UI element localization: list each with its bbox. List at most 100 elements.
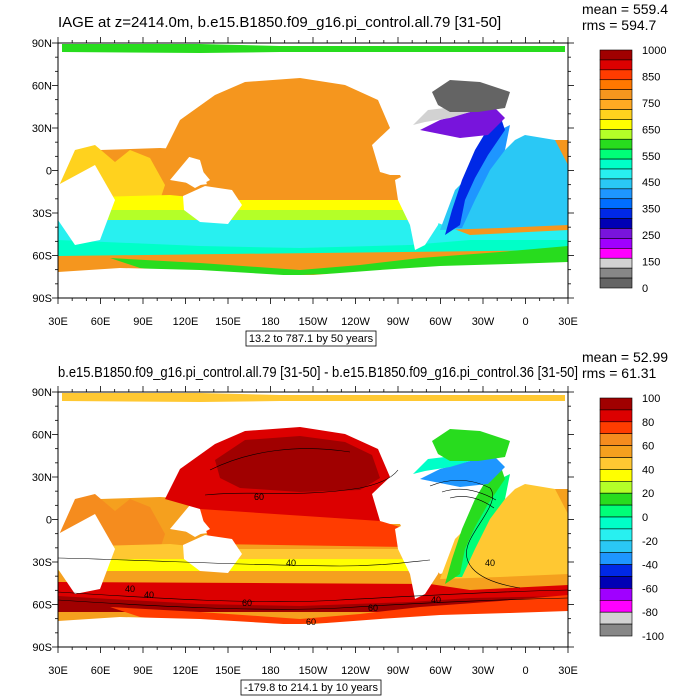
x-axis-tick-labels: 30E 60E 90E 120E 150E 180 150W 120W 90W … bbox=[48, 665, 578, 677]
ocean-southern-deep bbox=[58, 240, 568, 256]
colorbar-box bbox=[599, 257, 633, 269]
land-south-america bbox=[395, 170, 445, 250]
ocean-labrador bbox=[413, 457, 470, 474]
colorbar-label: 80 bbox=[642, 417, 654, 429]
colorbar-box bbox=[599, 528, 633, 542]
contour-labels: 60 40 40 40 40 60 60 60 40 bbox=[125, 492, 495, 627]
colorbar-label: 40 bbox=[642, 464, 654, 476]
chart-title: b.e15.B1850.f09_g16.pi_control.all.79 [3… bbox=[58, 364, 578, 381]
x-tick-label: 30E bbox=[48, 316, 68, 328]
colorbar-label: 550 bbox=[642, 151, 660, 163]
colorbar-label: -80 bbox=[642, 607, 658, 619]
colorbar-box bbox=[599, 168, 633, 180]
y-tick-label: 90N bbox=[32, 387, 52, 399]
colorbar-label: 20 bbox=[642, 488, 654, 500]
colorbar-box bbox=[599, 480, 633, 494]
x-tick-label: 180 bbox=[261, 665, 279, 677]
colorbar-box bbox=[599, 198, 633, 209]
y-tick-label: 30N bbox=[32, 472, 52, 484]
colorbar-box bbox=[599, 178, 633, 190]
ocean-nordic-seas bbox=[432, 80, 510, 112]
ocean-atlantic-north bbox=[420, 108, 505, 138]
y-tick-label: 60S bbox=[32, 251, 52, 263]
stat-rms: rms = 594.7 bbox=[582, 17, 657, 33]
colorbar-box bbox=[599, 599, 633, 613]
colorbar-box bbox=[599, 158, 633, 170]
stat-mean: mean = 52.99 bbox=[582, 349, 668, 365]
colorbar-box bbox=[599, 397, 633, 411]
colorbar-box bbox=[599, 457, 633, 470]
colorbar-box bbox=[599, 576, 633, 589]
ocean-atlantic-tropical bbox=[445, 115, 505, 235]
x-tick-label: 150W bbox=[299, 665, 328, 677]
ocean-arctic bbox=[62, 393, 565, 402]
ocean-south-band-2 bbox=[58, 559, 430, 571]
land-indonesia bbox=[175, 517, 210, 537]
contour-label: 60 bbox=[242, 598, 252, 608]
colorbar-box bbox=[599, 49, 633, 61]
y-tick-label: 30S bbox=[32, 208, 52, 220]
land-africa bbox=[58, 165, 115, 245]
ocean-pacific-north-core bbox=[215, 436, 380, 492]
colorbar-box bbox=[599, 119, 633, 130]
colorbar-box bbox=[599, 69, 633, 81]
map-area bbox=[58, 43, 568, 298]
colorbar-label: 0 bbox=[642, 283, 648, 295]
colorbar-box bbox=[599, 492, 633, 506]
colorbar-box bbox=[599, 540, 633, 553]
colorbar-box bbox=[599, 218, 633, 229]
contour-label: 60 bbox=[306, 617, 316, 627]
colorbar-box bbox=[599, 109, 633, 120]
ocean-atlantic-north bbox=[420, 457, 505, 487]
colorbar-label: 1000 bbox=[642, 45, 666, 57]
x-tick-label: 60E bbox=[91, 316, 111, 328]
colorbar-box bbox=[599, 228, 633, 239]
x-tick-label: 30E bbox=[558, 665, 578, 677]
colorbar-box bbox=[599, 59, 633, 71]
x-tick-label: 30E bbox=[558, 316, 578, 328]
x-tick-label: 120W bbox=[341, 316, 370, 328]
colorbar-box bbox=[599, 138, 633, 150]
ocean-pacific-equatorial bbox=[200, 509, 410, 547]
y-tick-label: 30N bbox=[32, 123, 52, 135]
ocean-pacific-equatorial bbox=[200, 160, 410, 198]
y-tick-label: 90S bbox=[32, 642, 52, 654]
colorbar-box bbox=[599, 421, 633, 434]
colorbar-box bbox=[599, 588, 633, 601]
map-area bbox=[58, 392, 568, 647]
land-indonesia bbox=[175, 168, 210, 188]
land-africa bbox=[58, 514, 115, 594]
x-tick-label: 60W bbox=[429, 665, 452, 677]
ocean-labrador bbox=[413, 108, 470, 125]
colorbar-box bbox=[599, 89, 633, 100]
colorbar-label: 150 bbox=[642, 257, 660, 269]
x-tick-label: 120E bbox=[173, 316, 199, 328]
colorbar-box bbox=[599, 79, 633, 90]
colorbar-box bbox=[599, 129, 633, 140]
colorbar-box bbox=[599, 267, 633, 279]
y-tick-label: 90S bbox=[32, 293, 52, 305]
colorbar-labels: 1000 850 750 650 550 450 350 250 150 0 bbox=[642, 45, 666, 295]
colorbar bbox=[599, 397, 633, 637]
colorbar bbox=[599, 49, 633, 289]
colorbar-label: 250 bbox=[642, 230, 660, 242]
ocean-arctic bbox=[62, 44, 565, 53]
y-axis-tick-labels: 90N 60N 30N 0 30S 60S 90S bbox=[32, 387, 52, 654]
x-tick-label: 30W bbox=[472, 665, 495, 677]
stat-rms: rms = 61.31 bbox=[582, 365, 657, 381]
colorbar-box bbox=[599, 433, 633, 446]
colorbar-label: -100 bbox=[642, 631, 664, 643]
colorbar-box bbox=[599, 445, 633, 458]
info-box-text: 13.2 to 787.1 by 50 years bbox=[249, 333, 374, 345]
contour-line bbox=[429, 479, 521, 589]
ocean-pacific-north bbox=[165, 78, 390, 175]
y-tick-label: 60N bbox=[32, 81, 52, 93]
colorbar-box bbox=[599, 238, 633, 249]
axis-ticks bbox=[52, 386, 574, 653]
colorbar-box bbox=[599, 611, 633, 625]
contour-line bbox=[204, 469, 399, 496]
colorbar-box bbox=[599, 504, 633, 518]
ocean-atlantic-tropical bbox=[445, 464, 505, 584]
x-tick-label: 120E bbox=[173, 665, 199, 677]
